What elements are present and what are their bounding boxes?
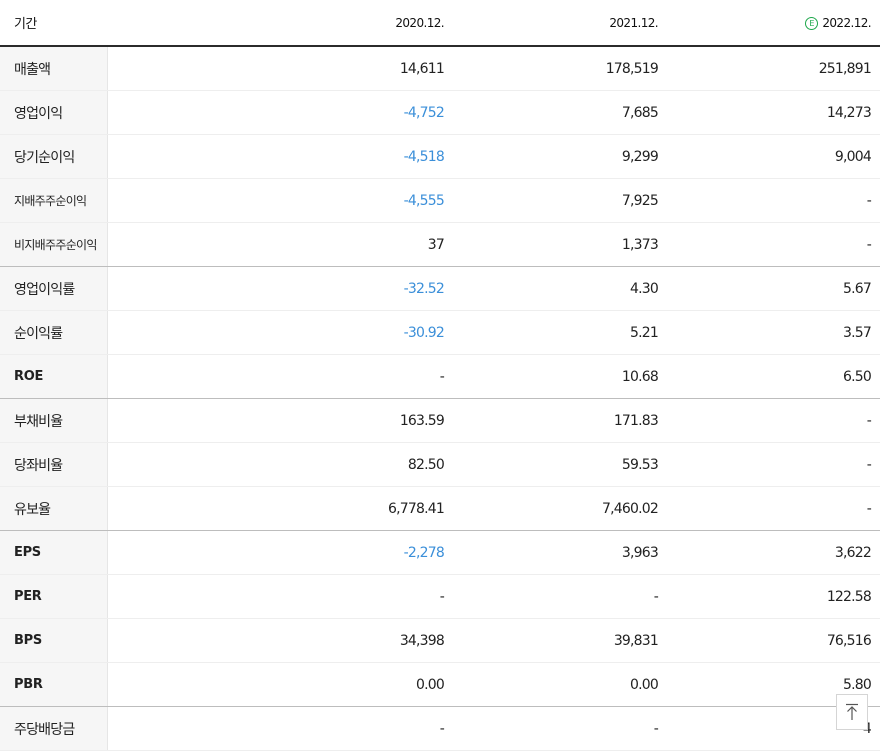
table-row: 영업이익률 -32.52 4.30 5.67 bbox=[0, 266, 880, 311]
cell-value: 1,373 bbox=[453, 222, 667, 267]
cell-value: 59.53 bbox=[453, 442, 667, 487]
row-label: 영업이익률 bbox=[0, 266, 108, 311]
year-header-2020: 2020.12. bbox=[107, 0, 453, 47]
table-row: EPS -2,278 3,963 3,622 bbox=[0, 530, 880, 575]
cell-value: 5.21 bbox=[453, 310, 667, 355]
year-header-2022: E 2022.12. bbox=[667, 0, 880, 47]
cell-value: 82.50 bbox=[107, 442, 453, 487]
cell-value: - bbox=[667, 442, 880, 487]
period-header: 기간 bbox=[0, 0, 107, 47]
row-label: ROE bbox=[0, 354, 108, 399]
table-row: ROE - 10.68 6.50 bbox=[0, 354, 880, 399]
table-row: 순이익률 -30.92 5.21 3.57 bbox=[0, 310, 880, 355]
cell-value: - bbox=[453, 574, 667, 619]
row-label: BPS bbox=[0, 618, 108, 663]
cell-value: - bbox=[667, 398, 880, 443]
cell-value: 7,925 bbox=[453, 178, 667, 223]
cell-value: 6.50 bbox=[667, 354, 880, 399]
table-row: BPS 34,398 39,831 76,516 bbox=[0, 618, 880, 663]
cell-value: -4,555 bbox=[107, 178, 453, 223]
table-row: 매출액 14,611 178,519 251,891 bbox=[0, 46, 880, 91]
row-label: 부채비율 bbox=[0, 398, 108, 443]
row-label: 영업이익 bbox=[0, 90, 108, 135]
row-label: 비지배주주순이익 bbox=[0, 222, 108, 267]
row-label: 당기순이익 bbox=[0, 134, 108, 179]
table-row: 유보율 6,778.41 7,460.02 - bbox=[0, 486, 880, 531]
estimate-icon: E bbox=[805, 16, 819, 30]
cell-value: -4,518 bbox=[107, 134, 453, 179]
cell-value: -30.92 bbox=[107, 310, 453, 355]
cell-value: - bbox=[667, 222, 880, 267]
row-label: 당좌비율 bbox=[0, 442, 108, 487]
row-label: 순이익률 bbox=[0, 310, 108, 355]
cell-value: 10.68 bbox=[453, 354, 667, 399]
cell-value: - bbox=[107, 354, 453, 399]
cell-value: - bbox=[667, 178, 880, 223]
cell-value: 251,891 bbox=[667, 46, 880, 91]
cell-value: 14,273 bbox=[667, 90, 880, 135]
row-label: 주당배당금 bbox=[0, 706, 108, 751]
cell-value: 34,398 bbox=[107, 618, 453, 663]
cell-value: 3.57 bbox=[667, 310, 880, 355]
cell-value: 122.58 bbox=[667, 574, 880, 619]
row-label: EPS bbox=[0, 530, 108, 575]
row-label: PER bbox=[0, 574, 108, 619]
cell-value: 0.00 bbox=[453, 662, 667, 707]
cell-value: 3,963 bbox=[453, 530, 667, 575]
cell-value: 178,519 bbox=[453, 46, 667, 91]
cell-value: 4.30 bbox=[453, 266, 667, 311]
row-label: 매출액 bbox=[0, 46, 108, 91]
cell-value: 0.00 bbox=[107, 662, 453, 707]
table-row: 영업이익 -4,752 7,685 14,273 bbox=[0, 90, 880, 135]
cell-value: - bbox=[107, 574, 453, 619]
row-label: PBR bbox=[0, 662, 108, 707]
cell-value: 14,611 bbox=[107, 46, 453, 91]
table-row: PBR 0.00 0.00 5.80 bbox=[0, 662, 880, 707]
cell-value: 76,516 bbox=[667, 618, 880, 663]
cell-value: 163.59 bbox=[107, 398, 453, 443]
cell-value: 7,685 bbox=[453, 90, 667, 135]
cell-value: 6,778.41 bbox=[107, 486, 453, 531]
cell-value: 9,299 bbox=[453, 134, 667, 179]
table-row: PER - - 122.58 bbox=[0, 574, 880, 619]
cell-value: 9,004 bbox=[667, 134, 880, 179]
cell-value: 3,622 bbox=[667, 530, 880, 575]
scroll-to-top-button[interactable] bbox=[836, 694, 868, 730]
table-row: 당기순이익 -4,518 9,299 9,004 bbox=[0, 134, 880, 179]
table-header-row: 기간 2020.12. 2021.12. E 2022.12. bbox=[0, 0, 880, 47]
cell-value: -32.52 bbox=[107, 266, 453, 311]
row-label: 유보율 bbox=[0, 486, 108, 531]
cell-value: 7,460.02 bbox=[453, 486, 667, 531]
cell-value: 39,831 bbox=[453, 618, 667, 663]
cell-value: 37 bbox=[107, 222, 453, 267]
cell-value: 171.83 bbox=[453, 398, 667, 443]
row-label: 지배주주순이익 bbox=[0, 178, 108, 223]
table-row: 비지배주주순이익 37 1,373 - bbox=[0, 222, 880, 267]
table-row: 당좌비율 82.50 59.53 - bbox=[0, 442, 880, 487]
cell-value: -2,278 bbox=[107, 530, 453, 575]
cell-value: 5.67 bbox=[667, 266, 880, 311]
arrow-up-to-top-icon bbox=[846, 703, 858, 720]
table-row: 부채비율 163.59 171.83 - bbox=[0, 398, 880, 443]
year-header-2021: 2021.12. bbox=[453, 0, 667, 47]
cell-value: - bbox=[667, 486, 880, 531]
table-row: 지배주주순이익 -4,555 7,925 - bbox=[0, 178, 880, 223]
cell-value: -4,752 bbox=[107, 90, 453, 135]
year-header-2022-label: 2022.12. bbox=[822, 15, 871, 30]
